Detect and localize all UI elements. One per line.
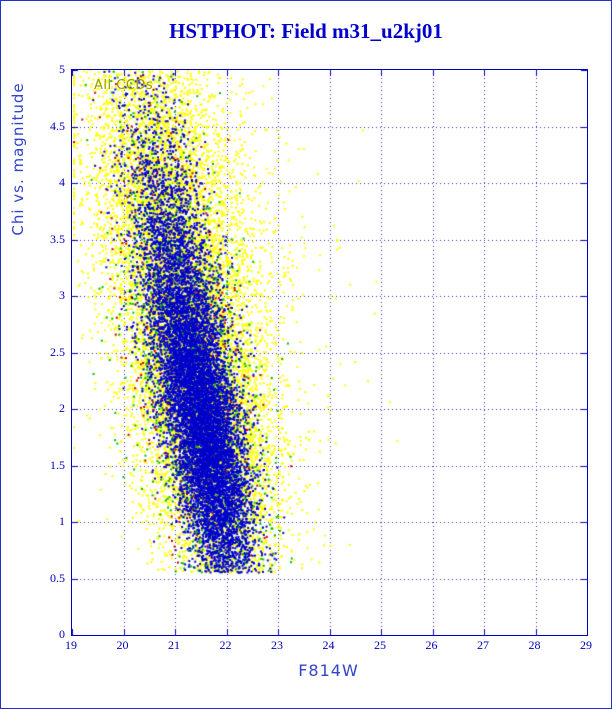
y-tick-label: 4 [59, 175, 65, 189]
scatter-canvas [72, 70, 587, 635]
y-tick-label: 0.5 [50, 570, 65, 585]
x-tick-label: 25 [374, 638, 386, 652]
x-tick-label: 26 [425, 638, 438, 652]
plot-area: All CCDs [71, 69, 588, 636]
x-tick-label: 21 [168, 638, 180, 652]
y-tick-label: 1.5 [50, 457, 65, 472]
y-tick-label: 0 [59, 627, 65, 641]
y-tick-label: 5 [59, 62, 65, 76]
x-tick-label: 23 [271, 638, 283, 652]
y-tick-label: 1 [59, 514, 65, 528]
x-tick-label: 24 [322, 638, 335, 652]
y-tick-label: 2.5 [50, 344, 65, 359]
x-tick-label: 28 [528, 638, 541, 652]
y-tick-label: 4.5 [50, 118, 65, 133]
x-tick-label: 29 [580, 638, 592, 652]
plot-annotation: All CCDs [94, 78, 154, 93]
x-tick-label: 22 [219, 638, 232, 652]
x-axis-label: F814W [298, 661, 359, 680]
x-tick-label: 19 [65, 638, 77, 652]
y-axis-label: Chi vs. magnitude [9, 82, 27, 236]
y-tick-label: 3.5 [50, 231, 65, 246]
y-tick-label: 2 [59, 401, 65, 415]
page-title: HSTPHOT: Field m31_u2kj01 [169, 19, 443, 43]
x-tick-label: 27 [477, 638, 489, 652]
x-tick-label: 20 [116, 638, 129, 652]
y-tick-label: 3 [59, 288, 65, 302]
